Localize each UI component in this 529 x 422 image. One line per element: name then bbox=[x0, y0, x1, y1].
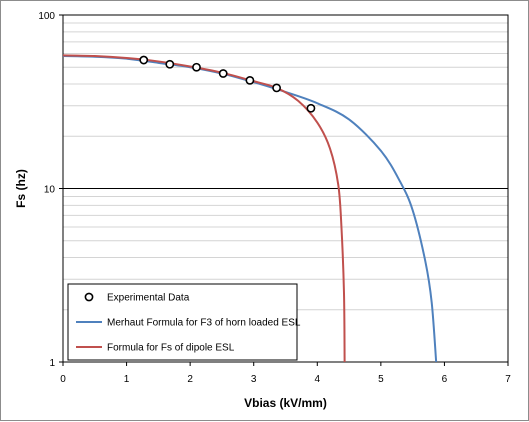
data-point bbox=[218, 69, 228, 78]
y-axis-title: Fs (hz) bbox=[14, 169, 28, 208]
legend-marker-scatter bbox=[84, 292, 94, 302]
x-tick-label: 3 bbox=[251, 374, 257, 385]
legend: Experimental Data Merhaut Formula for F3 … bbox=[67, 283, 301, 361]
data-point bbox=[192, 62, 201, 72]
x-tick-label: 5 bbox=[378, 374, 384, 385]
data-point bbox=[245, 75, 255, 85]
data-point bbox=[165, 59, 175, 69]
x-tick-label: 2 bbox=[187, 374, 193, 385]
x-tick-label: 4 bbox=[315, 374, 321, 385]
data-point bbox=[272, 83, 281, 93]
y-tick-label: 10 bbox=[44, 185, 56, 196]
x-tick-label: 0 bbox=[60, 374, 66, 385]
x-axis-title: Vbias (kV/mm) bbox=[244, 396, 327, 410]
legend-label: Merhaut Formula for F3 of horn loaded ES… bbox=[107, 318, 301, 329]
data-point bbox=[139, 55, 149, 65]
legend-box bbox=[67, 283, 298, 361]
x-tick-label: 7 bbox=[505, 374, 511, 385]
legend-label: Formula for Fs of dipole ESL bbox=[107, 343, 235, 354]
x-tick-label: 6 bbox=[442, 374, 448, 385]
data-point bbox=[306, 103, 316, 113]
x-tick-label: 1 bbox=[124, 374, 130, 385]
y-tick-label: 100 bbox=[38, 11, 55, 22]
y-tick-label: 1 bbox=[49, 358, 55, 369]
legend-label: Experimental Data bbox=[107, 293, 190, 304]
